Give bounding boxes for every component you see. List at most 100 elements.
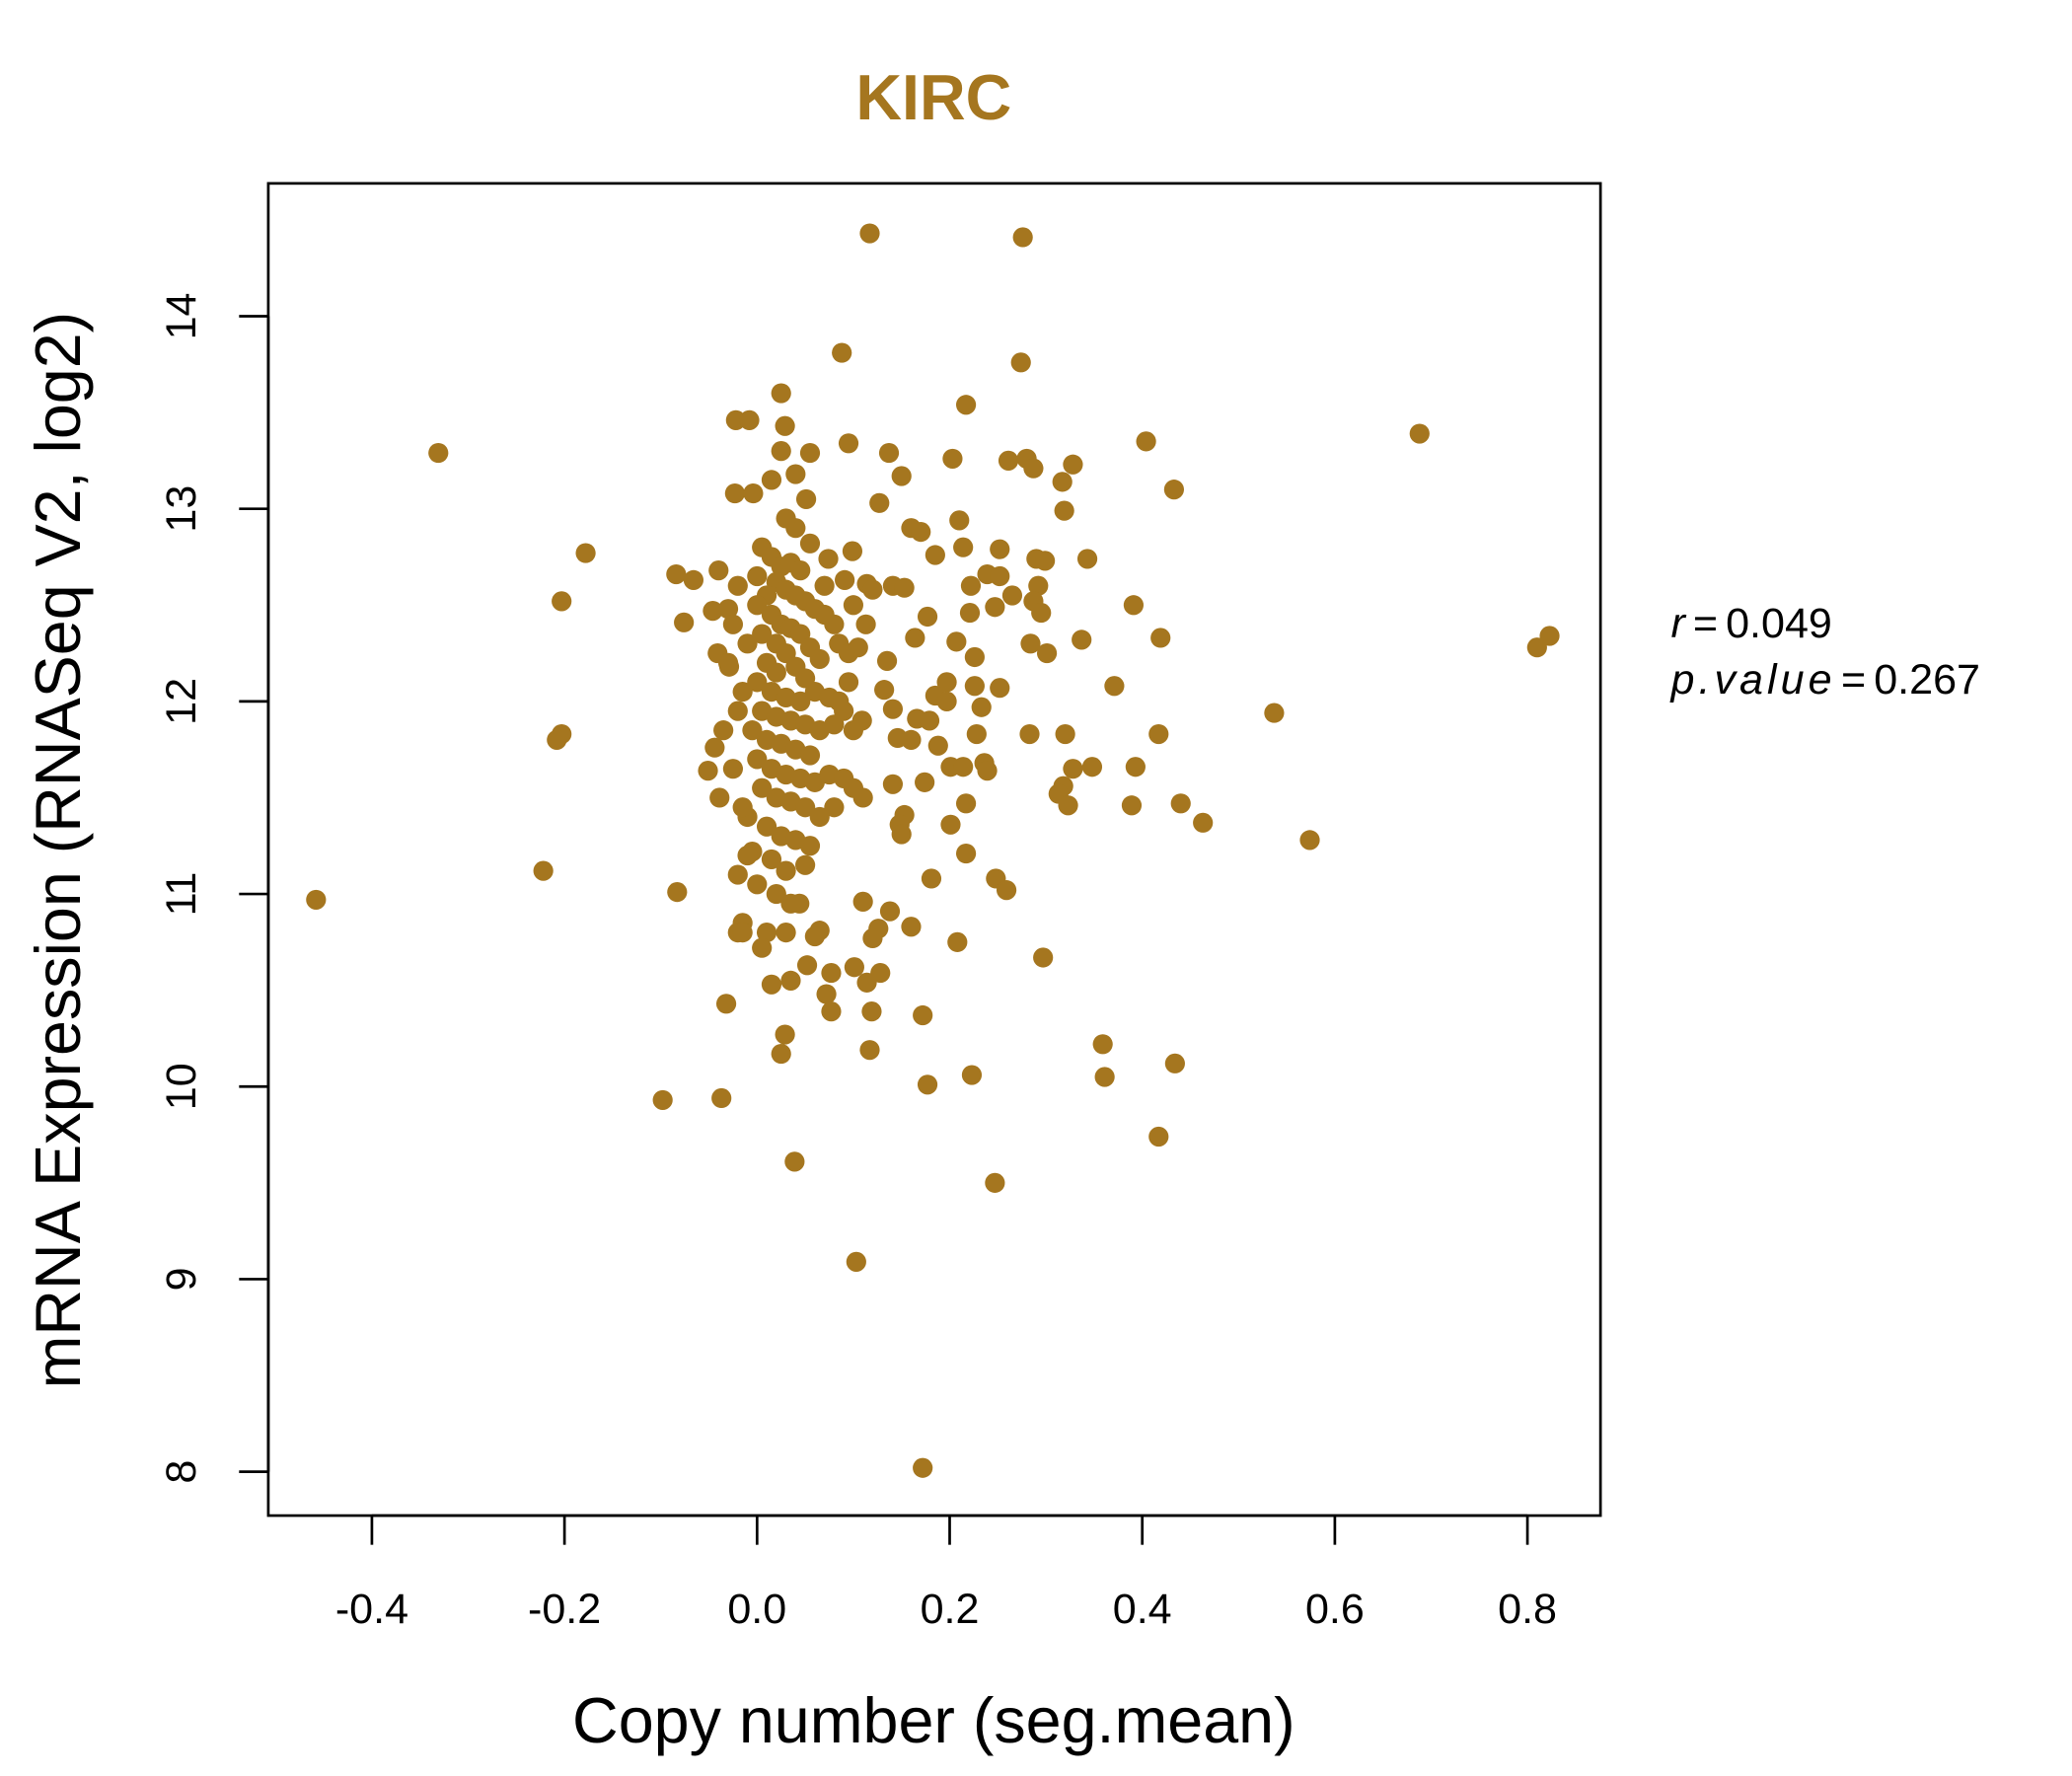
points-layer [306,223,1560,1478]
data-point [776,508,796,529]
data-point [761,974,782,995]
data-point [818,549,839,569]
data-point [955,793,977,814]
data-point [891,466,912,486]
data-point [964,676,985,697]
data-point [533,860,554,881]
data-point [917,1074,938,1095]
data-point [775,415,795,436]
data-point [859,223,880,244]
data-point [990,539,1010,559]
data-point [1526,637,1547,658]
data-point [776,860,796,881]
data-point [955,843,977,864]
data-point [1035,551,1056,571]
data-point [1058,795,1078,816]
data-point [747,672,768,693]
data-point [947,931,968,952]
data-point [1539,626,1560,646]
data-point [1150,628,1171,648]
data-point [1136,431,1156,452]
data-point [996,880,1017,901]
chart-title: KIRC [855,62,1011,133]
data-point [977,761,998,781]
data-point [816,984,837,1004]
data-point [756,923,777,943]
data-point [862,927,883,949]
data-point [771,441,791,462]
data-point [891,824,912,845]
r-label: r [1670,600,1686,647]
data-point [882,774,904,794]
y-tick-label: 14 [158,293,205,340]
data-point [732,797,753,818]
data-point [652,1089,673,1111]
data-point [990,565,1010,587]
data-point [936,691,957,711]
data-point [737,845,758,866]
p-value: 0.267 [1874,656,1980,703]
data-point [780,893,801,914]
data-point [747,595,768,616]
data-point [1125,757,1146,777]
data-point [905,628,925,648]
data-point [795,488,817,510]
data-point [1052,472,1073,492]
y-tick-label: 9 [158,1267,205,1291]
data-point [1020,633,1041,654]
data-point [821,1001,842,1022]
data-point [742,720,763,741]
p-eq: = [1841,656,1866,703]
data-point [761,849,782,870]
data-point [959,602,981,624]
data-point [722,614,744,634]
p-label: p.value [1668,656,1835,703]
data-point [752,777,773,798]
x-axis-title: Copy number (seg.mean) [572,1685,1295,1756]
data-point [862,579,883,600]
data-point [717,599,739,620]
data-point [747,874,768,895]
data-point [913,1004,933,1026]
data-point [809,648,830,670]
y-axis-title: mRNA Expression (RNASeq V2, log2) [23,312,94,1389]
r-value: 0.049 [1726,600,1832,647]
data-point [771,1043,791,1065]
data-point [666,563,687,585]
y-tick-label: 8 [158,1460,205,1484]
data-point [761,470,782,490]
data-point [1072,629,1092,650]
data-point [882,699,904,719]
data-point [747,565,768,587]
data-point [824,714,845,735]
data-point [708,560,729,581]
data-point [843,595,863,616]
data-point [698,761,718,781]
data-point [855,614,876,634]
data-point [961,1065,983,1085]
data-point [942,448,963,470]
data-point [799,745,821,766]
data-point [1054,500,1074,521]
data-point [953,537,974,557]
data-point [940,814,961,835]
data-point [766,883,786,905]
data-point [780,970,801,991]
data-point [936,672,957,693]
data-point [835,569,855,590]
x-tick-label: -0.4 [335,1586,408,1633]
data-point [901,729,922,750]
data-point [732,682,753,703]
data-point [852,891,873,912]
data-point [1019,723,1040,745]
data-point [766,662,786,683]
data-point [925,545,945,565]
data-point [547,729,567,750]
data-point [838,672,859,693]
data-point [814,575,835,596]
data-point [771,383,791,404]
data-point [743,482,764,504]
data-point [1163,480,1184,500]
data-point [674,612,695,632]
data-point [428,442,449,464]
